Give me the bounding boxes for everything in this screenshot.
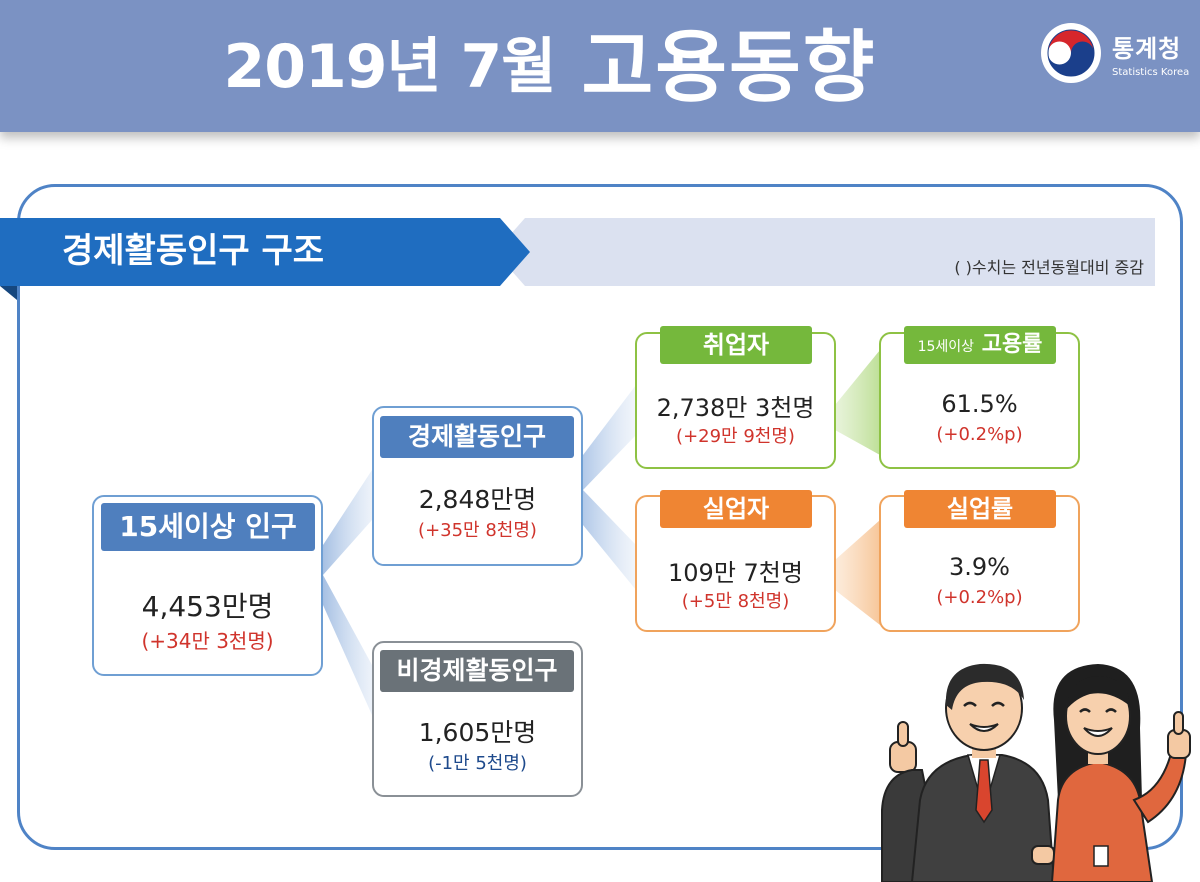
unemployment-rate-label: 실업률 — [904, 490, 1056, 528]
employment-rate-change: (+0.2%p) — [936, 424, 1023, 445]
unemployment-rate-change: (+0.2%p) — [936, 587, 1023, 608]
taegeuk-icon — [1041, 23, 1101, 83]
connector-active-employed — [583, 385, 636, 490]
population-label: 15세이상 인구 — [101, 503, 315, 551]
inactive-label: 비경제활동인구 — [380, 650, 574, 692]
businesswoman-figure — [1050, 664, 1191, 882]
unemployed-label: 실업자 — [660, 490, 812, 528]
connector-employed-rate — [835, 350, 880, 455]
employment-rate-label-prefix: 15세이상 — [917, 339, 975, 355]
employed-change: (+29만 9천명) — [676, 426, 795, 447]
section-title: 경제활동인구 구조 — [62, 231, 325, 271]
connector-population-active — [323, 470, 372, 575]
logo-name-en: Statistics Korea — [1112, 66, 1190, 78]
connector-population-inactive — [323, 575, 372, 715]
employment-rate-value: 61.5% — [941, 390, 1018, 418]
logo-name-ko: 통계청 — [1112, 34, 1182, 63]
active-change: (+35만 8천명) — [418, 520, 537, 541]
population-change: (+34만 3천명) — [141, 629, 274, 653]
statistics-korea-logo: 통계청 Statistics Korea — [1040, 22, 1189, 84]
title-date: 2019년 7월 — [223, 31, 556, 102]
section-note: ( )수치는 전년동월대비 증감 — [954, 258, 1144, 277]
inactive-value: 1,605만명 — [418, 718, 537, 747]
section-banner — [0, 218, 530, 286]
employment-rate-label: 15세이상 고용률 — [904, 326, 1056, 364]
connector-active-unemployed — [583, 490, 636, 590]
unemployed-value: 109만 7천명 — [668, 559, 803, 587]
header-bar: 2019년 7월 고용동향 통계청 Statistics Korea — [0, 0, 1200, 132]
population-value: 4,453만명 — [141, 590, 274, 623]
unemployed-change: (+5만 8천명) — [681, 591, 790, 612]
inactive-change: (-1만 5천명) — [428, 753, 527, 774]
business-people-illustration — [881, 663, 1191, 882]
note-banner — [495, 218, 1155, 286]
employed-label: 취업자 — [660, 326, 812, 364]
active-label: 경제활동인구 — [380, 416, 574, 458]
unemployment-rate-value: 3.9% — [949, 553, 1010, 581]
businessman-figure — [881, 663, 1056, 882]
title-main: 고용동향 — [581, 23, 877, 113]
active-value: 2,848만명 — [418, 485, 537, 514]
employed-value: 2,738만 3천명 — [656, 394, 815, 422]
employment-rate-label-main: 고용률 — [981, 332, 1043, 357]
banner-fold — [0, 286, 17, 300]
page-title: 2019년 7월 고용동향 — [0, 0, 1100, 122]
connector-unemployed-rate — [835, 520, 880, 625]
